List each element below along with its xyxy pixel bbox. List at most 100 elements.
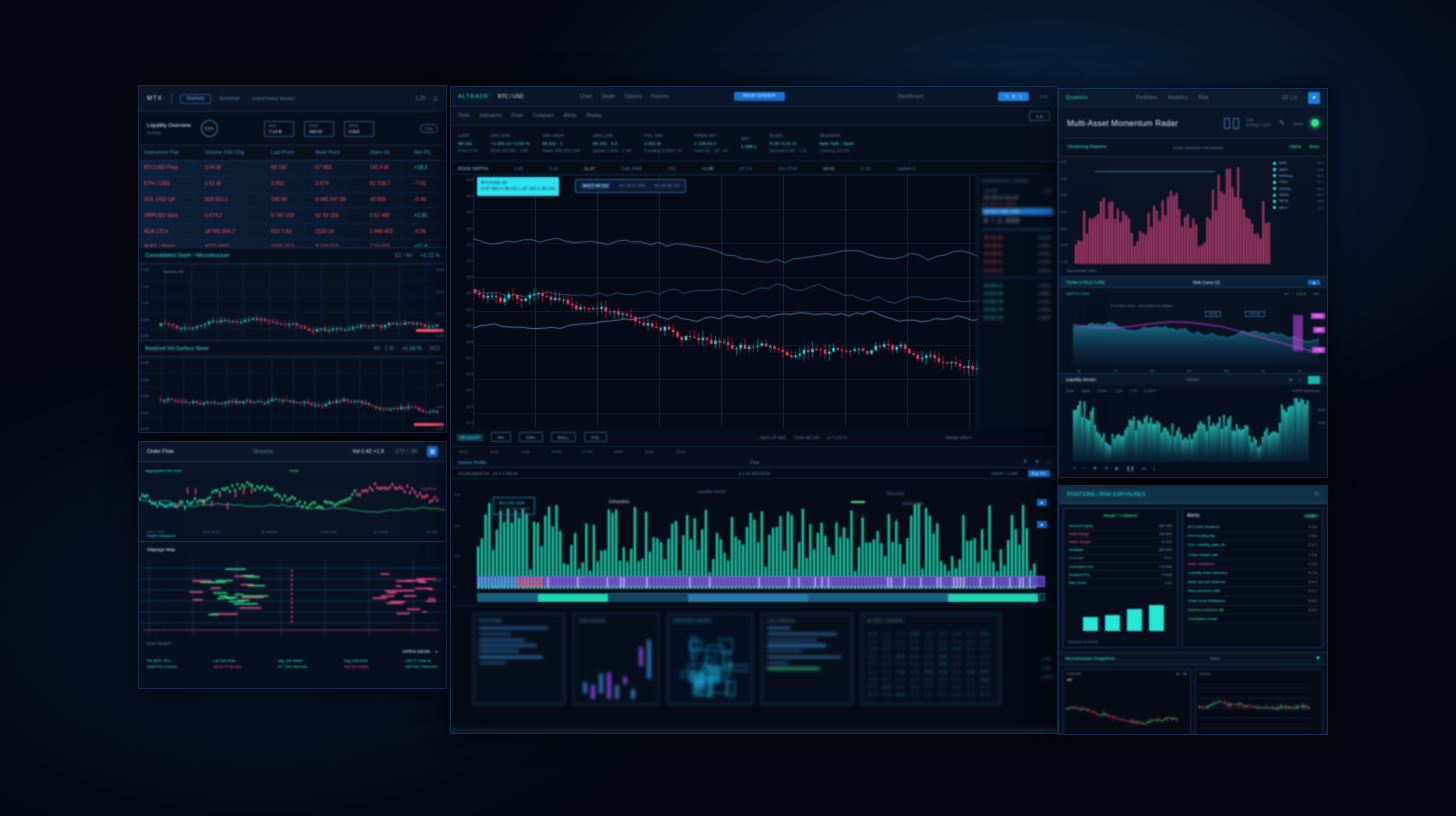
tab-markets[interactable]: Markets [179, 93, 212, 104]
tool-replay[interactable]: Replay [586, 113, 602, 119]
zoom-out-icon[interactable]: − [1082, 466, 1086, 472]
card-strategy-graph[interactable]: STRATEGY GRAPH [667, 613, 753, 705]
mini-chart-session[interactable]: Session +0.42 86 · 02 · 1.08 [1195, 669, 1323, 734]
radar-menu-analytics[interactable]: Analytics [1167, 95, 1188, 101]
terminal-brand[interactable]: ALTRADE [458, 93, 489, 100]
orderflow-center-label[interactable]: Streams [252, 448, 274, 455]
radar-legend-alpha[interactable]: Alpha [1288, 145, 1302, 150]
menu-options[interactable]: Options [624, 93, 643, 100]
asks-list[interactable]: 68 241.09 0.4120 68 195.44 1.0872 68 168.87 0… [982, 233, 1053, 274]
term-tab-center[interactable]: Risk Curve (4) [1192, 279, 1220, 285]
watchlist-row-6[interactable]: META -0.6 [1271, 198, 1325, 204]
menu-depth[interactable]: Depth [601, 93, 616, 100]
bell-icon[interactable]: △ [433, 96, 438, 102]
card-greeks-matrix[interactable]: MATRIX / GREEKS [861, 613, 1001, 705]
depth-chart-range[interactable]: 1D / 4H [394, 252, 413, 259]
radar-legend-beta[interactable]: Beta [1309, 145, 1319, 150]
table-row[interactable]: BTCUSD Perp 3.04 M 68 142 67 983 142.4 M +18.… [139, 160, 446, 177]
export-icon[interactable]: ▼ [1315, 655, 1321, 662]
card-positions[interactable]: POSITIONS [473, 613, 565, 705]
reset-icon[interactable]: ⟲ [1104, 466, 1109, 472]
mini-chart-tag-1d[interactable]: 1D [1175, 672, 1180, 676]
brand-logo[interactable]: MTX [147, 95, 163, 102]
radar-menu-portfolios[interactable]: Portfolios [1135, 95, 1157, 101]
term-dropdown[interactable]: Mode [1205, 311, 1222, 317]
step-icon[interactable]: ⏭ [1141, 466, 1147, 472]
terminal-ticker[interactable]: BTC / USD [497, 93, 524, 100]
watchlist-row-4[interactable]: GOOGL +1.1 [1271, 186, 1325, 192]
tab-screener[interactable]: Screener [219, 95, 240, 102]
timeline-scrubber[interactable] [477, 576, 1045, 588]
footer-tag-vol[interactable]: VOL [583, 432, 607, 442]
alert-row-2[interactable]: SOL volatility spike 4h 2 1.7 [1186, 541, 1318, 551]
alert-row-8[interactable]: Order book imbalance 5 4.2 [1186, 597, 1318, 606]
tool-compare[interactable]: Compare [533, 113, 554, 119]
watchlist-row-7[interactable]: NFLX -1.3 [1271, 205, 1325, 211]
shuffle-icon[interactable]: ⇆ [1288, 377, 1293, 382]
table-row[interactable]: AVAX / Blend4072 50921000 20.08 192 0197… [139, 239, 446, 247]
refresh-icon[interactable]: ↻ [1313, 492, 1319, 498]
candlestick-chart[interactable]: BTC/USD 1D O 67 942 H 68 411 L 67 102 C … [473, 175, 979, 429]
play-icon[interactable]: ▶ [1115, 466, 1120, 472]
expand-icon-2[interactable]: ⇳ [1298, 377, 1302, 382]
vol-tab-flow[interactable]: Flow [750, 459, 760, 465]
alert-row-3[interactable]: Cross-margin call 7 1.4 [1186, 551, 1318, 560]
alert-row-5[interactable]: Liquidity drain detected 4 7.4 [1186, 569, 1318, 579]
menu-futures[interactable]: Futures [651, 93, 669, 100]
ask-row-3[interactable]: 68 152.21 2.1094 [984, 259, 1051, 265]
vol-tab-profile[interactable]: Volume Profile [458, 459, 487, 465]
col-oi[interactable]: Open Int [364, 146, 410, 161]
card-risk-engine[interactable]: RISK ENGINE [573, 613, 659, 705]
export-icon[interactable]: ⤓ [1153, 466, 1156, 472]
ask-row-1[interactable]: 68 195.44 1.0872 [984, 242, 1051, 248]
term-dropdown-2[interactable]: Smooth [1245, 311, 1265, 317]
bid-row-2[interactable]: 68 062.33 3.1207 [984, 299, 1051, 305]
grid-view-icon[interactable] [1223, 117, 1230, 129]
liquidity-toggle[interactable] [1308, 375, 1320, 384]
terminal-dashboard-label[interactable]: Dashboard [897, 93, 924, 100]
bids-list[interactable]: 68 094.12 1.2045 68 081.50 0.8861 68 062.33 3… [982, 281, 1053, 322]
watchlist[interactable]: AAPL +3.2 MSFT +2.8 NVDA pp +2.2 TSLA +1.7 GOOGL… [1271, 160, 1325, 211]
list-view-icon[interactable] [1232, 117, 1239, 129]
watchlist-row-2[interactable]: NVDA pp +2.2 [1271, 173, 1325, 179]
vol-badge-a[interactable]: ■ [1036, 499, 1047, 506]
open-desk-cta-prefix[interactable]: OPEN DESK [402, 649, 431, 655]
table-row[interactable]: XRPUSD Spot 0.674.2 0 742 018 61 93 118 0 52… [139, 207, 446, 225]
menu-chart[interactable]: Chart [579, 93, 593, 100]
col-vol[interactable]: Volume 24H Chg [199, 146, 267, 161]
account-button[interactable]: A · B · 1 [998, 92, 1029, 101]
footer-tag-boll[interactable]: BOLL [550, 432, 576, 442]
ctrl-q4[interactable]: 1-Q4 [1114, 388, 1123, 393]
settings-icon[interactable]: ⚙ [1035, 459, 1039, 464]
order-book-panel[interactable]: ORDER BOOK / TRADES Spread 0.40 68 125 67… [977, 175, 1057, 428]
mini-chart-tag-5d[interactable]: 5D [1182, 672, 1187, 676]
pan-icon[interactable]: ✥ [1092, 466, 1098, 472]
alert-row-0[interactable]: BTCUSD breakout 0 3.2 [1186, 523, 1318, 533]
alert-row-9[interactable]: Gamma exposure flip 1 5.1 [1186, 606, 1318, 615]
col-pair[interactable]: Instrument Pair [139, 146, 200, 161]
timeframe-selector[interactable]: 1 D [1029, 111, 1050, 121]
chevron-right-icon[interactable]: ▸ [435, 649, 438, 655]
footer-tag-ma[interactable]: MA [490, 432, 512, 442]
bid-row-4[interactable]: 68 022.18 1.9038 [984, 315, 1051, 321]
term-action-button[interactable]: ▲ [1307, 279, 1320, 285]
ask-row-2[interactable]: 68 168.87 0.3341 [984, 251, 1051, 257]
range-slider[interactable] [477, 593, 1045, 602]
alert-row-4[interactable]: Index rebalance 1 3.9 [1186, 560, 1318, 569]
term-tab-left[interactable]: TERM STRUCTURE [1066, 279, 1105, 285]
ctrl-gross[interactable]: Gross [1096, 388, 1108, 393]
user-avatar[interactable]: ● [1308, 92, 1320, 104]
alert-row-6[interactable]: Basis spread widened 0 4.2 [1186, 578, 1318, 588]
table-row[interactable]: ADA 120 k 18 992 804.7 013 7.63 2120 24 1 44… [139, 223, 446, 240]
bid-row-1[interactable]: 68 081.50 0.8861 [984, 290, 1051, 296]
col-pnl[interactable]: Net P/L [409, 146, 446, 161]
watchlist-row-1[interactable]: MSFT +2.8 [1271, 166, 1325, 172]
watchlist-row-3[interactable]: TSLA +1.7 [1271, 179, 1325, 185]
alert-row-10[interactable]: Correlation break [1186, 615, 1318, 625]
tool-draw[interactable]: Draw [511, 113, 524, 119]
footer-tag-ema[interactable]: EMA [519, 432, 543, 442]
new-order-button[interactable]: NEW ORDER [734, 92, 785, 101]
vol-badge-b[interactable]: ■ [1036, 521, 1047, 528]
tool-alerts[interactable]: Alerts [563, 113, 577, 119]
